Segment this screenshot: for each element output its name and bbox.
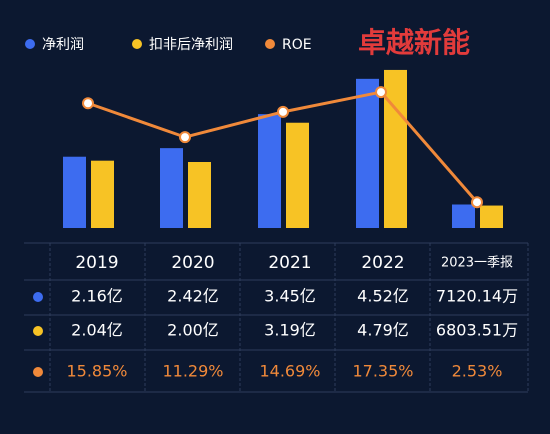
roe-point [179,131,191,144]
table-cell: 3.19亿 [264,321,316,340]
row-dot [33,367,43,377]
bar [480,205,503,228]
table-cell: 2.04亿 [71,321,123,340]
table-cell: 17.35% [352,362,413,381]
table-header: 2022 [361,253,404,273]
row-dot [33,326,43,336]
bar [452,204,475,228]
table-cell: 3.45亿 [264,287,316,306]
legend-dot [132,39,142,49]
table-header: 2023一季报 [441,256,513,271]
table-header: 2021 [268,253,311,273]
table-cell: 2.16亿 [71,287,123,306]
legend-label: 净利润 [42,37,84,53]
table-cell: 15.85% [66,362,127,381]
roe-point [277,105,289,118]
bar [384,69,407,229]
roe-point [375,86,387,99]
chart-title: 卓越新能 [358,26,470,59]
legend-dot [265,39,275,49]
bar [286,122,309,228]
legend-label: ROE [282,37,312,53]
bar [188,162,211,228]
bar [91,160,114,228]
bar [258,114,281,228]
table-cell: 14.69% [259,362,320,381]
table-cell: 2.42亿 [167,287,219,306]
roe-point [471,196,483,209]
table-cell: 4.79亿 [357,321,409,340]
bar [356,78,379,228]
row-dot [33,292,43,302]
roe-point [82,97,94,110]
table-cell: 4.52亿 [357,287,409,306]
table-header: 2019 [75,253,118,273]
table-cell: 2.00亿 [167,321,219,340]
table-cell: 6803.51万 [436,321,518,340]
bar [160,148,183,228]
legend-dot [25,39,35,49]
table-cell: 2.53% [452,362,503,381]
table-cell: 11.29% [162,362,223,381]
table-cell: 7120.14万 [436,287,518,306]
bar [63,156,86,228]
table-header: 2020 [171,253,214,273]
legend-label: 扣非后净利润 [149,37,233,53]
